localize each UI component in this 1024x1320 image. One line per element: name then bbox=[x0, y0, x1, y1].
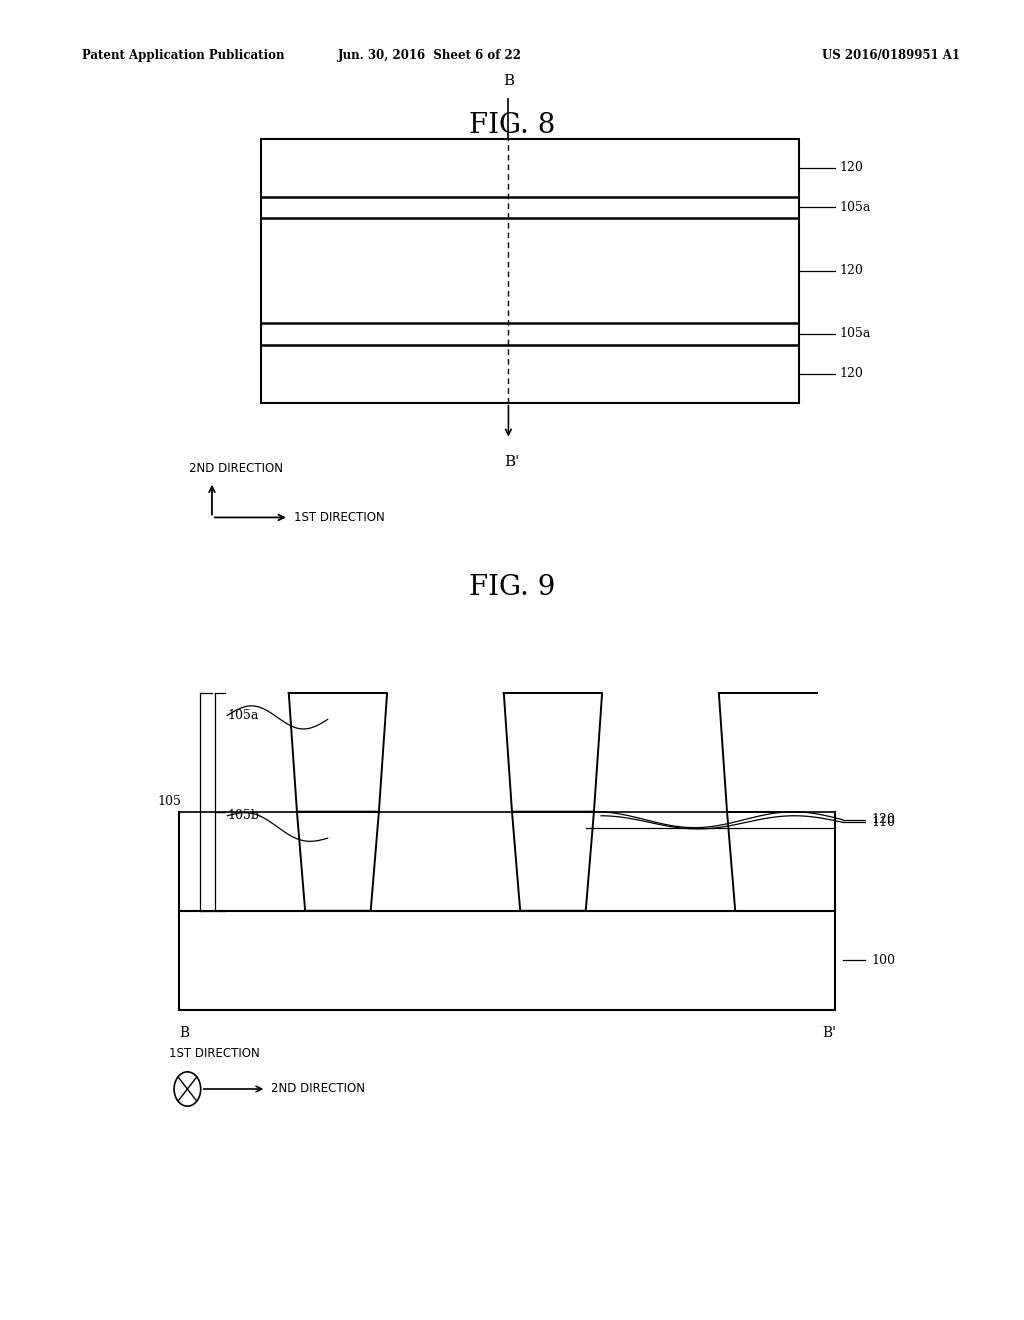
Bar bbox=[261, 139, 799, 403]
Text: 120: 120 bbox=[840, 161, 863, 174]
Text: 105a: 105a bbox=[840, 201, 871, 214]
Text: B': B' bbox=[504, 455, 519, 470]
Text: B: B bbox=[179, 1026, 189, 1040]
Text: FIG. 9: FIG. 9 bbox=[469, 574, 555, 601]
Bar bbox=[179, 911, 835, 1010]
Text: 110: 110 bbox=[871, 816, 895, 829]
Text: B': B' bbox=[822, 1026, 837, 1040]
Text: 2ND DIRECTION: 2ND DIRECTION bbox=[271, 1082, 366, 1096]
Text: 105: 105 bbox=[158, 796, 181, 808]
Text: FIG. 8: FIG. 8 bbox=[469, 112, 555, 139]
Text: 1ST DIRECTION: 1ST DIRECTION bbox=[294, 511, 385, 524]
Text: 120: 120 bbox=[840, 264, 863, 277]
Text: 2ND DIRECTION: 2ND DIRECTION bbox=[189, 462, 284, 475]
Text: US 2016/0189951 A1: US 2016/0189951 A1 bbox=[822, 49, 959, 62]
Text: Patent Application Publication: Patent Application Publication bbox=[82, 49, 285, 62]
Text: Jun. 30, 2016  Sheet 6 of 22: Jun. 30, 2016 Sheet 6 of 22 bbox=[338, 49, 522, 62]
Text: 105a: 105a bbox=[227, 709, 259, 722]
Text: 1ST DIRECTION: 1ST DIRECTION bbox=[169, 1047, 260, 1060]
Text: 100: 100 bbox=[871, 954, 895, 966]
Text: 105b: 105b bbox=[227, 809, 259, 822]
Text: 120: 120 bbox=[840, 367, 863, 380]
Text: B: B bbox=[503, 74, 514, 88]
Text: 120: 120 bbox=[871, 813, 895, 826]
Text: 105a: 105a bbox=[840, 327, 871, 341]
